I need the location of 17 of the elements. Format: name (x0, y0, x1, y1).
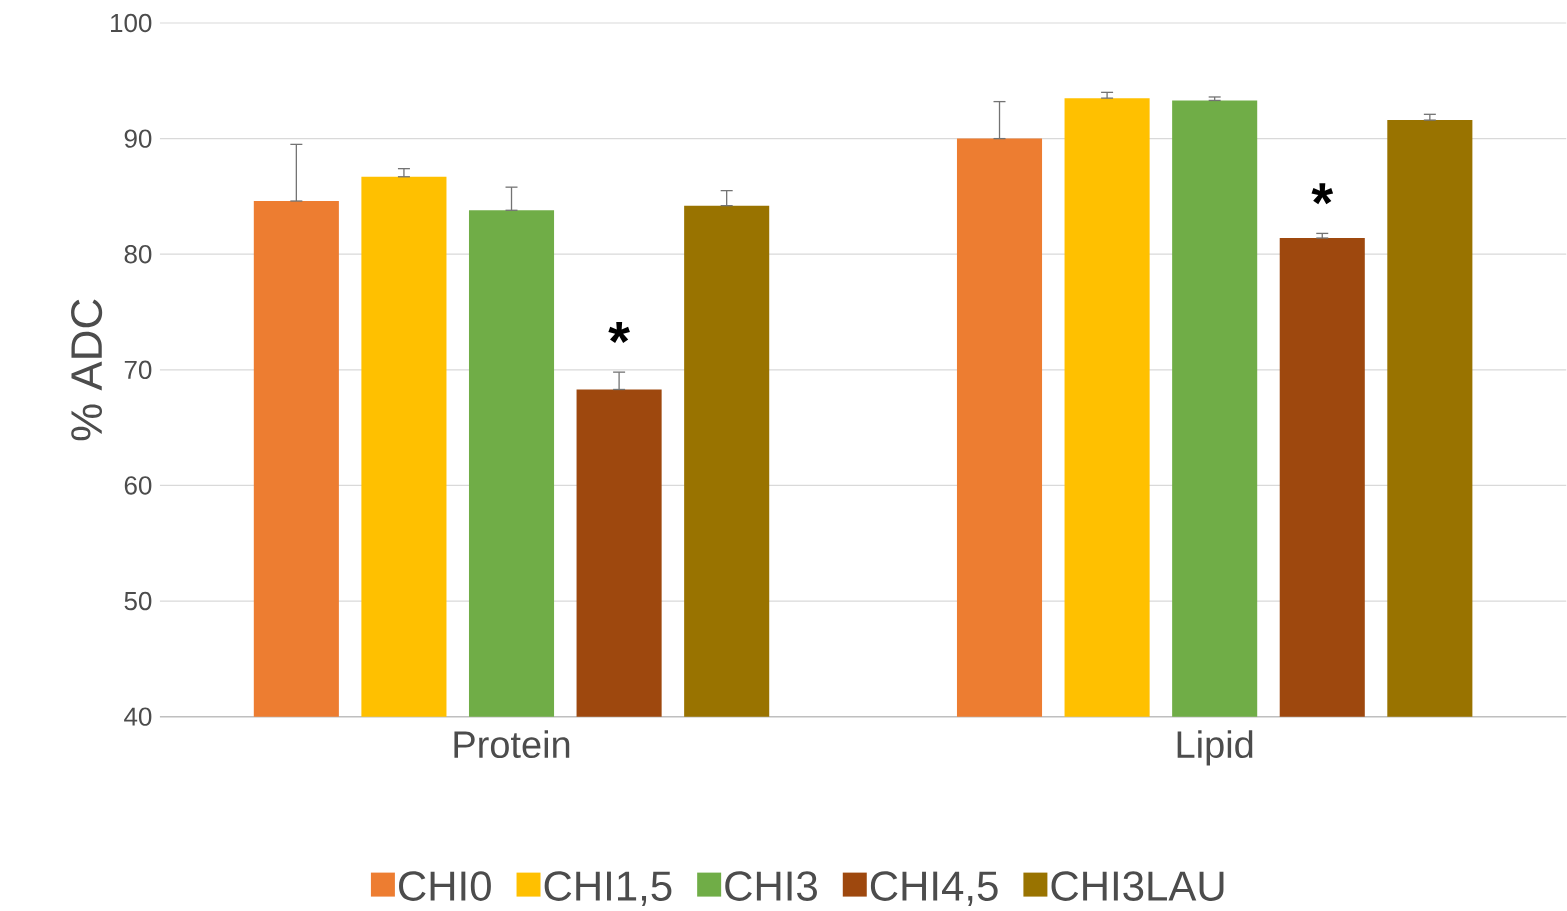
y-tick-label: 60 (124, 476, 152, 495)
x-tick-label: Lipid (1177, 730, 1253, 766)
y-tick-label: 100 (111, 14, 152, 33)
y-tick-label: 50 (124, 592, 152, 611)
y-tick-label: 90 (124, 129, 152, 149)
x-tick-label: Protein (454, 730, 570, 759)
legend-label: CHI3LAU (1051, 871, 1224, 902)
legend-label: CHI0 (399, 871, 491, 902)
annotation: * (608, 322, 630, 344)
legend-label: CHI4,5 (870, 871, 998, 907)
annotation: * (1311, 183, 1334, 205)
y-tick-label: 80 (124, 245, 152, 264)
legend-label: CHI3 (725, 871, 817, 902)
y-tick-label: 70 (124, 360, 152, 380)
legend-label: CHI1,5 (544, 871, 672, 907)
y-tick-label: 40 (124, 707, 152, 727)
y-axis-title: % ADC (71, 299, 103, 441)
